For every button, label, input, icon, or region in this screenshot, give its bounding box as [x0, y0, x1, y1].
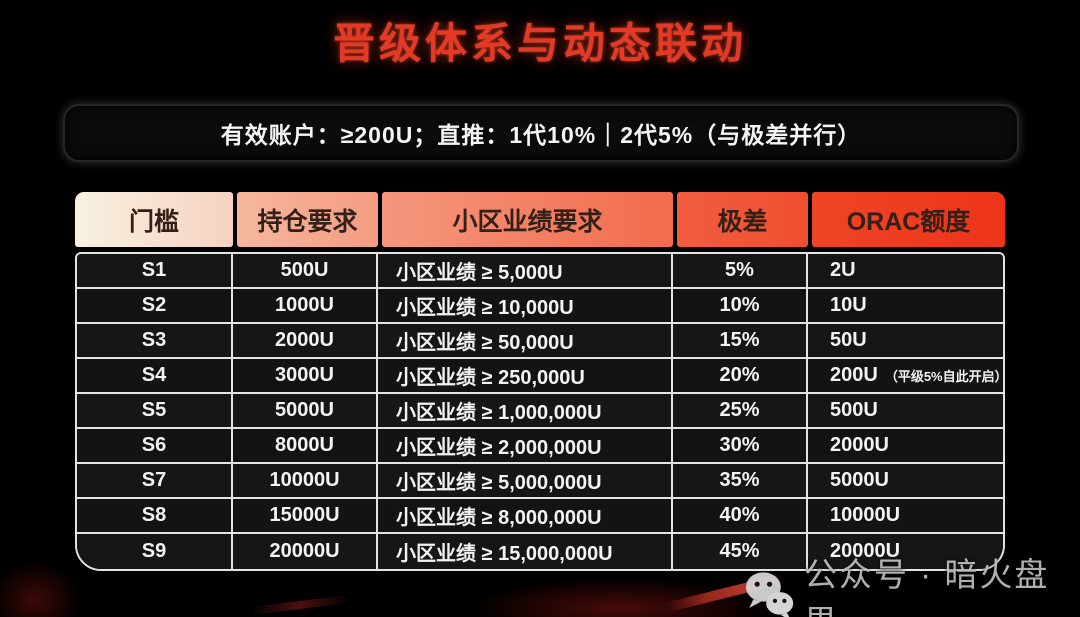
watermark-text: 公众号 · 暗火盘界 [804, 556, 1050, 617]
spread-cell: 45% [673, 534, 808, 569]
orac-cell: 200U （平级5%自此开启） [808, 359, 1005, 394]
orac-cell: 10U [808, 289, 1003, 324]
orac-value: 10000U [830, 504, 901, 526]
performance-cell: 小区业绩 ≥ 8,000,000U [378, 499, 673, 534]
orac-cell: 10000U [808, 499, 1003, 534]
level-cell: S7 [77, 464, 233, 499]
table-header-row: 门槛 持仓要求 小区业绩要求 极差 ORAC额度 [75, 192, 1005, 247]
promotion-table: 门槛 持仓要求 小区业绩要求 极差 ORAC额度 S1 500U 小区业绩 ≥ … [75, 192, 1005, 571]
rules-banner: 有效账户：≥200U；直推：1代10%｜2代5%（与极差并行） [63, 104, 1019, 162]
spread-cell: 5% [673, 254, 808, 289]
holding-cell: 2000U [233, 324, 378, 359]
orac-cell: 2000U [808, 429, 1003, 464]
watermark: 公众号 · 暗火盘界 [742, 548, 1080, 617]
red-light-streak [249, 594, 351, 616]
holding-cell: 3000U [233, 359, 378, 394]
spread-cell: 15% [673, 324, 808, 359]
orac-cell: 20000U [808, 534, 1003, 569]
rules-banner-text: 有效账户：≥200U；直推：1代10%｜2代5%（与极差并行） [220, 122, 862, 148]
table-row: S1 500U 小区业绩 ≥ 5,000U 5% 2U [77, 254, 1003, 289]
orac-value: 10U [830, 294, 867, 316]
spread-cell: 30% [673, 429, 808, 464]
header-spread: 极差 [677, 192, 808, 247]
orac-value: 5000U [830, 469, 889, 491]
orac-value: 20000U [830, 540, 901, 562]
holding-cell: 8000U [233, 429, 378, 464]
spread-cell: 35% [673, 464, 808, 499]
performance-cell: 小区业绩 ≥ 2,000,000U [378, 429, 673, 464]
table-row: S8 15000U 小区业绩 ≥ 8,000,000U 40% 10000U [77, 499, 1003, 534]
wechat-icon [742, 569, 796, 617]
level-cell: S8 [77, 499, 233, 534]
table-row: S9 20000U 小区业绩 ≥ 15,000,000U 45% 20000U [77, 534, 1003, 569]
orac-cell: 500U [808, 394, 1003, 429]
holding-cell: 10000U [233, 464, 378, 499]
level-cell: S1 [77, 254, 233, 289]
header-threshold: 门槛 [75, 192, 233, 247]
orac-cell: 50U [808, 324, 1003, 359]
level-cell: S9 [77, 534, 233, 569]
spread-cell: 10% [673, 289, 808, 324]
table-body: S1 500U 小区业绩 ≥ 5,000U 5% 2U S2 1000U 小区业… [75, 252, 1005, 571]
performance-cell: 小区业绩 ≥ 250,000U [378, 359, 673, 394]
performance-cell: 小区业绩 ≥ 5,000,000U [378, 464, 673, 499]
performance-cell: 小区业绩 ≥ 10,000U [378, 289, 673, 324]
spread-cell: 40% [673, 499, 808, 534]
performance-cell: 小区业绩 ≥ 50,000U [378, 324, 673, 359]
performance-cell: 小区业绩 ≥ 1,000,000U [378, 394, 673, 429]
orac-note: （平级5%自此开启） [884, 369, 1005, 384]
level-cell: S5 [77, 394, 233, 429]
spread-cell: 20% [673, 359, 808, 394]
orac-value: 200U [830, 364, 878, 386]
level-cell: S4 [77, 359, 233, 394]
holding-cell: 500U [233, 254, 378, 289]
level-cell: S2 [77, 289, 233, 324]
spread-cell: 25% [673, 394, 808, 429]
level-cell: S3 [77, 324, 233, 359]
orac-value: 500U [830, 399, 878, 421]
header-orac: ORAC额度 [812, 192, 1005, 247]
performance-cell: 小区业绩 ≥ 5,000U [378, 254, 673, 289]
table-row: S4 3000U 小区业绩 ≥ 250,000U 20% 200U （平级5%自此… [77, 359, 1003, 394]
holding-cell: 15000U [233, 499, 378, 534]
table-row: S6 8000U 小区业绩 ≥ 2,000,000U 30% 2000U [77, 429, 1003, 464]
orac-value: 50U [830, 329, 867, 351]
table-row: S7 10000U 小区业绩 ≥ 5,000,000U 35% 5000U [77, 464, 1003, 499]
header-performance: 小区业绩要求 [382, 192, 673, 247]
level-cell: S6 [77, 429, 233, 464]
holding-cell: 5000U [233, 394, 378, 429]
page-title: 晋级体系与动态联动 [332, 20, 747, 67]
orac-cell: 2U [808, 254, 1003, 289]
holding-cell: 1000U [233, 289, 378, 324]
table-row: S3 2000U 小区业绩 ≥ 50,000U 15% 50U [77, 324, 1003, 359]
corner-red-glow [0, 545, 100, 617]
orac-value: 2U [830, 259, 856, 281]
orac-cell: 5000U [808, 464, 1003, 499]
header-holding: 持仓要求 [237, 192, 378, 247]
table-row: S2 1000U 小区业绩 ≥ 10,000U 10% 10U [77, 289, 1003, 324]
table-row: S5 5000U 小区业绩 ≥ 1,000,000U 25% 500U [77, 394, 1003, 429]
holding-cell: 20000U [233, 534, 378, 569]
performance-cell: 小区业绩 ≥ 15,000,000U [378, 534, 673, 569]
orac-value: 2000U [830, 434, 889, 456]
